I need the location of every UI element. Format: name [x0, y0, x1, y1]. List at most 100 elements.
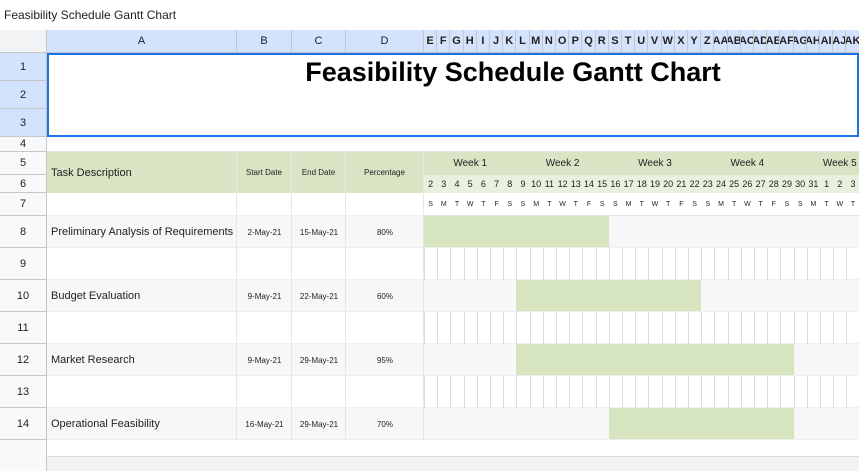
- start-date: 9-May-21: [247, 355, 282, 365]
- cell: [346, 248, 424, 280]
- day-number: 6: [480, 179, 486, 189]
- column-header[interactable]: D: [346, 30, 424, 53]
- row-header[interactable]: 10: [0, 280, 47, 312]
- cell: [47, 312, 237, 344]
- gantt-grid-line: [529, 248, 531, 280]
- task-description: Market Research: [51, 354, 135, 366]
- row-header[interactable]: 8: [0, 216, 47, 248]
- column-header[interactable]: K: [503, 30, 517, 53]
- column-header[interactable]: R: [595, 30, 609, 53]
- column-header[interactable]: Q: [582, 30, 596, 53]
- column-header[interactable]: X: [674, 30, 688, 53]
- row-header[interactable]: 13: [0, 376, 47, 408]
- gantt-grid-line: [846, 312, 848, 344]
- row-header[interactable]: 7: [0, 193, 47, 216]
- column-header[interactable]: C: [292, 30, 346, 53]
- column-header[interactable]: W: [661, 30, 675, 53]
- gantt-grid-line: [608, 248, 610, 280]
- gantt-grid-line: [833, 248, 835, 280]
- column-header[interactable]: P: [569, 30, 583, 53]
- gantt-grid-line: [688, 312, 689, 344]
- column-header[interactable]: V: [648, 30, 662, 53]
- column-header[interactable]: L: [516, 30, 530, 53]
- day-number: 21: [676, 179, 687, 189]
- column-header[interactable]: AJ: [833, 30, 847, 53]
- gantt-grid-line: [820, 248, 821, 280]
- column-header[interactable]: E: [424, 30, 438, 53]
- column-header[interactable]: H: [463, 30, 477, 53]
- cell: [292, 408, 346, 440]
- row-header[interactable]: 3: [0, 109, 47, 137]
- column-header[interactable]: T: [622, 30, 636, 53]
- column-header[interactable]: AE: [767, 30, 781, 53]
- row-header[interactable]: 6: [0, 175, 47, 193]
- column-header[interactable]: G: [450, 30, 464, 53]
- column-header[interactable]: AK: [846, 30, 859, 53]
- gantt-grid-line: [608, 376, 610, 408]
- gantt-bar: [608, 408, 794, 439]
- gantt-grid-line: [437, 312, 439, 344]
- cell: [47, 248, 237, 280]
- gantt-grid-line: [529, 312, 531, 344]
- column-header[interactable]: N: [542, 30, 556, 53]
- cell: [292, 193, 346, 216]
- gantt-grid-line: [714, 248, 716, 280]
- day-number: 22: [689, 179, 700, 189]
- gantt-grid-line: [648, 376, 650, 408]
- day-number: 3: [441, 179, 447, 189]
- column-header[interactable]: S: [608, 30, 622, 53]
- cell: [237, 280, 292, 312]
- day-number: 2: [837, 179, 843, 189]
- row-line: [47, 151, 859, 152]
- title: Feasibility Schedule Gantt Chart: [47, 53, 859, 137]
- gantt-grid-line: [582, 376, 584, 408]
- column-header[interactable]: AF: [780, 30, 794, 53]
- gantt-grid-line: [767, 248, 769, 280]
- gantt-grid-line: [740, 248, 742, 280]
- column-header[interactable]: AI: [820, 30, 834, 53]
- column-header[interactable]: AB: [727, 30, 741, 53]
- column-header[interactable]: I: [476, 30, 490, 53]
- day-number: 5: [467, 179, 473, 189]
- row-header[interactable]: 2: [0, 81, 47, 109]
- column-header[interactable]: AA: [714, 30, 728, 53]
- weekday: T: [732, 201, 737, 208]
- gantt-grid-line: [437, 376, 439, 408]
- gantt-grid-line: [820, 312, 821, 344]
- column-header[interactable]: J: [490, 30, 504, 53]
- gantt-grid-line: [450, 376, 452, 408]
- gantt-grid-line: [608, 312, 610, 344]
- gantt-grid-line: [450, 248, 452, 280]
- column-header[interactable]: Z: [701, 30, 715, 53]
- cell: [237, 312, 292, 344]
- row-header[interactable]: 5: [0, 152, 47, 175]
- row-header[interactable]: 11: [0, 312, 47, 344]
- header-cell: Start Date: [237, 152, 292, 193]
- column-header[interactable]: AH: [806, 30, 820, 53]
- column-header[interactable]: AC: [740, 30, 754, 53]
- row-header[interactable]: 9: [0, 248, 47, 280]
- gantt-grid-line: [490, 312, 491, 344]
- day-number: 29: [781, 179, 792, 189]
- row-header[interactable]: 4: [0, 137, 47, 152]
- column-header[interactable]: U: [635, 30, 649, 53]
- week-label: Week 4: [730, 158, 765, 169]
- column-header[interactable]: AD: [754, 30, 768, 53]
- row-header[interactable]: 1: [0, 53, 47, 81]
- cell: [346, 376, 424, 408]
- column-header[interactable]: B: [237, 30, 292, 53]
- cell: [47, 216, 237, 248]
- column-header[interactable]: F: [437, 30, 451, 53]
- column-header[interactable]: M: [529, 30, 543, 53]
- column-header[interactable]: O: [556, 30, 570, 53]
- cell: [237, 193, 292, 216]
- row-header[interactable]: 12: [0, 344, 47, 376]
- column-header[interactable]: AG: [793, 30, 807, 53]
- gantt-grid-line: [622, 312, 623, 344]
- column-header[interactable]: A: [47, 30, 237, 53]
- column-header[interactable]: Y: [688, 30, 702, 53]
- row-header[interactable]: 14: [0, 408, 47, 440]
- gantt-grid-line: [661, 376, 663, 408]
- weekday: S: [613, 201, 618, 208]
